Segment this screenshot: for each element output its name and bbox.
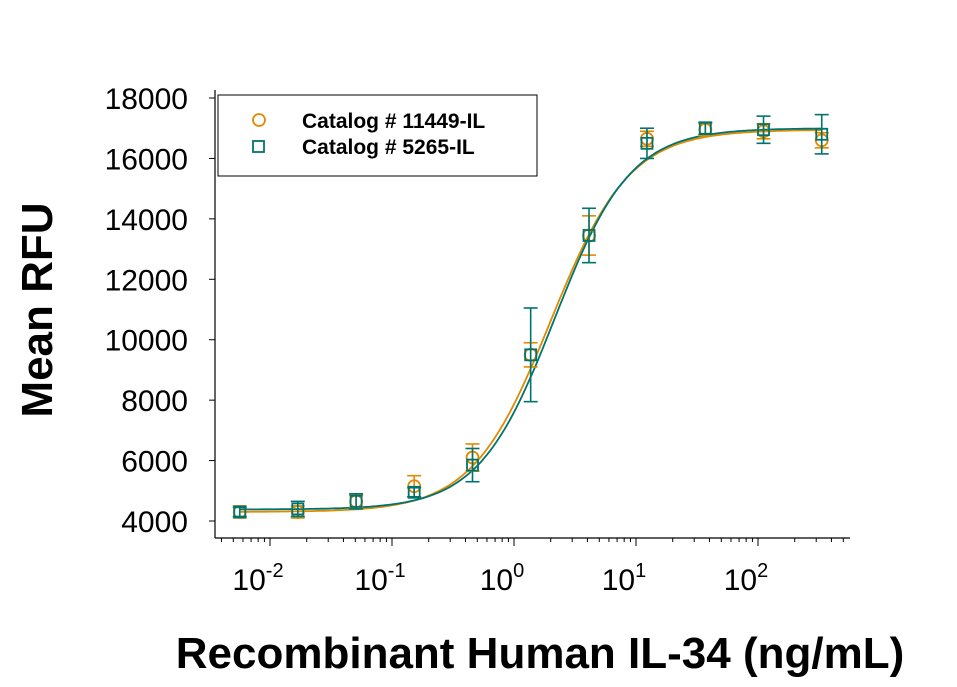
marker-square: [524, 348, 538, 362]
marker-square: [757, 123, 770, 137]
data-point: [756, 115, 771, 145]
data-point: [639, 127, 654, 160]
x-tick-label: 100: [480, 560, 525, 597]
y-tick-label: 18000: [105, 83, 188, 116]
data-point: [523, 307, 538, 403]
marker-square: [815, 127, 829, 141]
x-tick-label: 102: [724, 560, 769, 597]
x-axis-label: Recombinant Human IL-34 (ng/mL): [176, 629, 904, 678]
legend-box: [217, 94, 538, 177]
marker-square: [582, 229, 596, 242]
legend-label-series-2: Catalog # 5265-IL: [302, 136, 475, 159]
y-tick-label: 12000: [105, 264, 188, 297]
data-point: [232, 505, 247, 519]
data-point: [290, 500, 305, 518]
data-point: [407, 485, 422, 499]
marker-square: [640, 136, 654, 150]
marker-square: [407, 485, 421, 499]
y-tick-label: 14000: [105, 204, 188, 237]
x-tick-label: 10-2: [232, 560, 283, 597]
data-point: [582, 207, 597, 264]
y-tick-label: 6000: [121, 446, 188, 479]
legend-label-series-1: Catalog # 11449-IL: [302, 110, 485, 133]
marker-square: [233, 505, 247, 519]
legend-marker-circle: [252, 113, 266, 127]
data-point: [814, 113, 829, 155]
marker-square: [291, 502, 305, 516]
data-points: [232, 113, 829, 519]
data-point: [698, 121, 713, 136]
marker-square: [698, 121, 712, 135]
marker-square: [466, 458, 479, 472]
legend: Catalog # 11449-IL Catalog # 5265-IL: [217, 94, 538, 177]
y-tick-label: 4000: [121, 506, 188, 539]
y-tick-label: 8000: [121, 385, 188, 418]
legend-marker-square: [252, 140, 265, 153]
y-axis-label: Mean RFU: [13, 202, 62, 417]
axes: 4000 6000 8000 10000 12000 14000 16000 18000 10-…: [105, 83, 850, 597]
marker-square: [349, 494, 363, 508]
x-tick-label: 10-1: [354, 560, 405, 597]
data-point: [349, 493, 364, 510]
data-point: [465, 447, 480, 483]
x-tick-label: 101: [602, 560, 647, 597]
y-tick-label: 16000: [105, 143, 188, 176]
y-tick-label: 10000: [105, 325, 188, 358]
